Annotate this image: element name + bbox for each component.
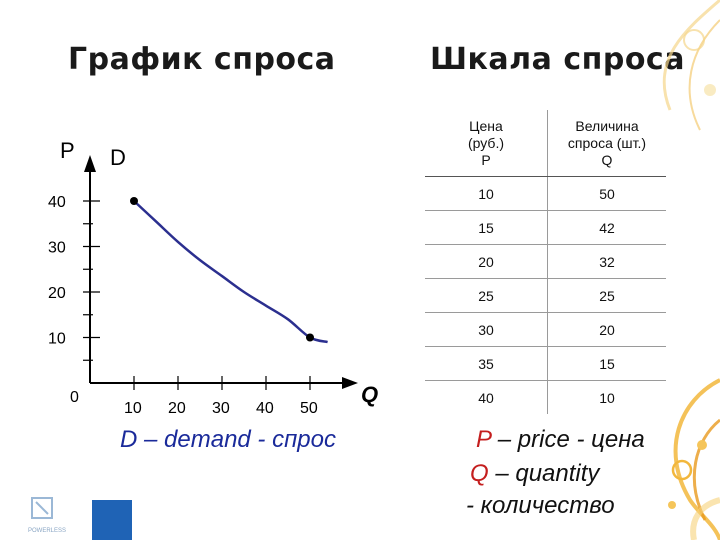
quantity-cell: 25 xyxy=(547,278,666,313)
price-cell: 35 xyxy=(425,346,548,381)
decorative-blue-square xyxy=(92,500,132,540)
x-axis-arrow-icon xyxy=(342,377,358,389)
x-tick-label: 50 xyxy=(300,400,318,417)
x-tick-label: 40 xyxy=(256,400,274,417)
legend-quantity: Q – quantity xyxy=(470,460,599,488)
header-qty-line2: спроса (шт.) xyxy=(567,134,647,151)
quantity-cell: 10 xyxy=(599,389,615,406)
quantity-cell: 50 xyxy=(547,176,666,211)
header-quantity: Величина спроса (шт.) Q xyxy=(547,110,666,177)
header-qty-line1: Величина xyxy=(575,117,639,134)
demand-chart: P Q D 0 10 20 30 40 10 20 30 40 50 xyxy=(48,138,378,417)
header-price-line3: P xyxy=(481,151,491,168)
legend-d-text: – demand - спрос xyxy=(137,426,336,453)
legend-q-text: – quantity xyxy=(488,460,600,487)
table-title: Шкала спроса xyxy=(430,42,685,77)
header-price-line2: (руб.) xyxy=(467,134,505,151)
y-tick-label: 10 xyxy=(48,331,66,348)
demand-curve xyxy=(133,200,328,344)
legend-d-letter: D xyxy=(120,426,138,453)
table-row: 40 10 xyxy=(425,380,666,414)
legend-price: P – price - цена xyxy=(476,426,645,454)
data-point xyxy=(306,333,314,342)
price-cell: 15 xyxy=(425,210,548,245)
table-row: 25 25 xyxy=(425,278,666,313)
demand-schedule-table: Цена (руб.) P Величина спроса (шт.) Q 10… xyxy=(425,110,666,414)
price-cell: 40 xyxy=(425,380,548,414)
header-price-line1: Цена xyxy=(469,117,503,134)
header-qty-line3: Q xyxy=(601,151,613,168)
curve-label: D xyxy=(110,145,126,170)
x-tick-label: 30 xyxy=(212,400,230,417)
legend-p-text: – price - цена xyxy=(491,426,645,453)
y-tick-label: 40 xyxy=(48,194,66,211)
x-axis-label: Q xyxy=(361,382,378,407)
x-tick-label: 10 xyxy=(124,400,142,417)
origin-label: 0 xyxy=(70,389,79,406)
powerless-logo-icon: POWERLESS xyxy=(28,497,66,534)
table-header-row: Цена (руб.) P Величина спроса (шт.) Q xyxy=(425,110,666,177)
legend-demand: D – demand - спрос xyxy=(120,426,336,454)
table-row: 30 20 xyxy=(425,312,666,347)
price-cell: 20 xyxy=(425,244,548,279)
data-point xyxy=(130,197,138,205)
table-row: 10 50 xyxy=(425,176,666,211)
y-tick-label: 30 xyxy=(48,240,66,257)
chart-title: График спроса xyxy=(68,42,336,77)
price-cell: 25 xyxy=(425,278,548,313)
y-axis-label: P xyxy=(60,138,75,163)
price-cell: 30 xyxy=(425,312,548,347)
legend-q-letter: Q xyxy=(470,460,489,487)
quantity-cell: 15 xyxy=(547,346,666,381)
quantity-cell: 42 xyxy=(547,210,666,245)
x-tick-label: 20 xyxy=(168,400,186,417)
decorative-swirl-icon xyxy=(662,0,720,540)
legend-p-letter: P xyxy=(476,426,492,453)
y-axis-arrow-icon xyxy=(84,155,96,172)
y-tick-label: 20 xyxy=(48,285,66,302)
quantity-cell: 20 xyxy=(547,312,666,347)
logo-text: POWERLESS xyxy=(28,528,66,534)
price-cell: 10 xyxy=(425,176,548,211)
header-price: Цена (руб.) P xyxy=(425,110,548,177)
table-row: 20 32 xyxy=(425,244,666,279)
table-row: 35 15 xyxy=(425,346,666,381)
table-row: 15 42 xyxy=(425,210,666,245)
quantity-cell: 32 xyxy=(547,244,666,279)
legend-quantity-word: - количество xyxy=(466,492,615,519)
